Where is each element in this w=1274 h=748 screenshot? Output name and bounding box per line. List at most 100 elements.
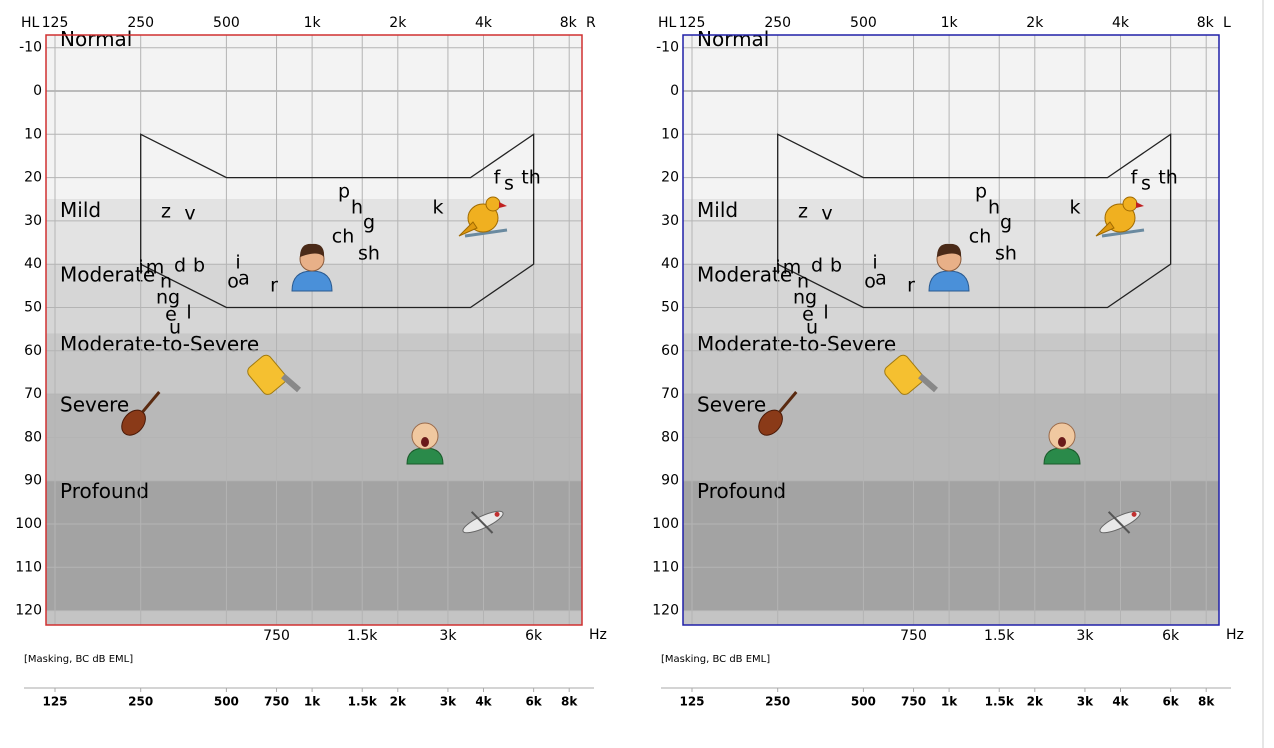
icon-plane — [1099, 510, 1141, 534]
db-tick-label: 20 — [24, 170, 42, 186]
icon-part — [1095, 221, 1115, 237]
scale-label: 3k — [1077, 695, 1094, 709]
masking-note: [Masking, BC dB EML] — [24, 654, 133, 665]
db-tick-label: 10 — [24, 126, 42, 142]
phoneme: b — [830, 255, 842, 277]
scale-label: 6k — [525, 695, 542, 709]
freq-tick-label: 1.5k — [347, 628, 378, 644]
db-tick-label: 110 — [652, 559, 679, 575]
db-tick-label: 60 — [661, 343, 679, 359]
icon-baby — [1043, 422, 1081, 465]
degree-band — [46, 35, 582, 200]
degree-label: Profound — [697, 479, 786, 503]
audiogram-panel: NormalMildModerateModerate-to-SevereSeve… — [652, 15, 1244, 709]
degree-label: Moderate-to-Severe — [697, 332, 896, 356]
scale-label: 1.5k — [348, 695, 378, 709]
hl-label: HL — [21, 15, 40, 31]
freq-tick-label: 750 — [900, 628, 927, 644]
db-tick-label: 90 — [661, 473, 679, 489]
hz-label: Hz — [589, 627, 607, 643]
phoneme: ch — [969, 226, 992, 248]
db-tick-label: 100 — [652, 516, 679, 532]
freq-tick-label: 500 — [850, 15, 877, 31]
icon-part — [1131, 511, 1137, 517]
db-tick-label: 20 — [661, 170, 679, 186]
phoneme: d — [811, 255, 823, 277]
scale-label: 2k — [1027, 695, 1044, 709]
freq-tick-label: 6k — [525, 628, 543, 644]
phoneme: sh — [995, 243, 1017, 265]
phoneme: n — [160, 271, 172, 293]
phoneme: g — [1000, 212, 1012, 234]
icon-bird — [1095, 196, 1145, 238]
freq-tick-label: 1.5k — [984, 628, 1015, 644]
icon-part — [1122, 196, 1138, 212]
phoneme: h — [988, 197, 1000, 219]
freq-tick-label: 8k — [560, 15, 578, 31]
phoneme: p — [338, 181, 350, 203]
degree-label: Severe — [60, 393, 129, 417]
phoneme: s — [504, 173, 514, 195]
freq-tick-label: 6k — [1162, 628, 1180, 644]
icon-plane — [462, 510, 504, 534]
icon-mixer — [884, 354, 938, 395]
db-tick-label: 0 — [670, 83, 679, 99]
ear-label: R — [586, 15, 596, 31]
icon-baby — [406, 422, 444, 465]
phoneme: i — [872, 252, 877, 274]
phoneme: v — [821, 203, 832, 225]
phoneme: n — [797, 271, 809, 293]
plot-border — [682, 34, 1220, 626]
freq-tick-label: 500 — [213, 15, 240, 31]
scale-label: 1k — [304, 695, 321, 709]
db-tick-label: 30 — [24, 213, 42, 229]
scale-label: 1k — [941, 695, 958, 709]
scale-label: 750 — [901, 695, 926, 709]
speech-banana — [140, 133, 535, 309]
icon-part — [884, 354, 924, 395]
phoneme: i — [235, 252, 240, 274]
phoneme: r — [907, 275, 915, 297]
scale-label: 250 — [128, 695, 153, 709]
degree-label: Mild — [60, 198, 101, 222]
freq-tick-label: 250 — [764, 15, 791, 31]
degree-band — [46, 333, 582, 395]
scale-label: 125 — [679, 695, 704, 709]
icon-mixer — [247, 354, 301, 395]
phoneme: i — [775, 257, 780, 279]
icon-part — [1058, 437, 1066, 447]
phoneme: h — [351, 197, 363, 219]
db-tick-label: 120 — [652, 603, 679, 619]
degree-band — [683, 480, 1219, 611]
phoneme: e — [165, 304, 177, 326]
db-tick-label: 60 — [24, 343, 42, 359]
icon-part — [247, 354, 287, 395]
db-tick-label: 30 — [661, 213, 679, 229]
phoneme: z — [798, 201, 808, 223]
icon-part — [485, 196, 501, 212]
db-tick-label: 70 — [24, 386, 42, 402]
degree-band — [46, 480, 582, 611]
scale-label: 3k — [440, 695, 457, 709]
phoneme: l — [823, 302, 828, 324]
degree-band — [683, 35, 1219, 200]
phoneme: p — [975, 181, 987, 203]
phoneme: m — [146, 257, 165, 279]
phoneme: m — [783, 257, 802, 279]
freq-tick-label: 125 — [42, 15, 69, 31]
degree-label: Profound — [60, 479, 149, 503]
db-tick-label: 70 — [661, 386, 679, 402]
freq-tick-label: 125 — [679, 15, 706, 31]
phoneme: v — [184, 203, 195, 225]
icon-part — [499, 202, 507, 208]
icon-bird — [458, 196, 508, 238]
degree-label: Severe — [697, 393, 766, 417]
db-tick-label: -10 — [656, 40, 679, 56]
phoneme: i — [138, 257, 143, 279]
db-tick-label: 40 — [24, 256, 42, 272]
phoneme: z — [161, 201, 171, 223]
hl-label: HL — [658, 15, 677, 31]
db-tick-label: 100 — [15, 516, 42, 532]
audiogram-panel: NormalMildModerateModerate-to-SevereSeve… — [15, 15, 607, 709]
phoneme: f — [1131, 167, 1139, 189]
